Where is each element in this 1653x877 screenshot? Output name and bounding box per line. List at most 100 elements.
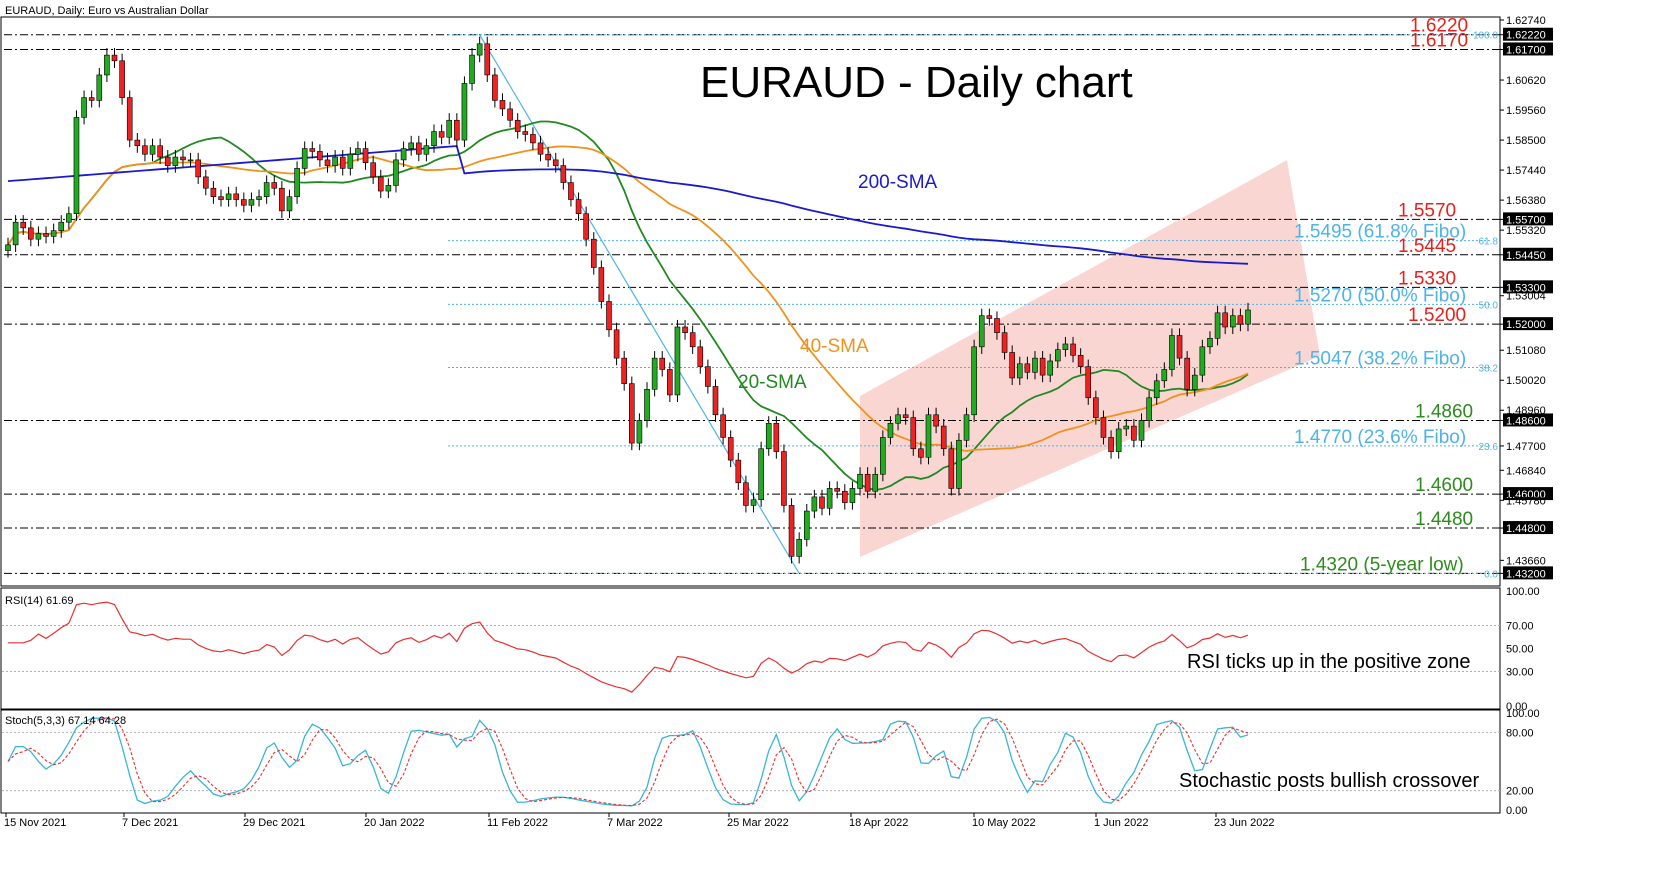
date-tick-label: 11 Feb 2022 bbox=[487, 817, 548, 829]
price-tick-label: 1.48600 bbox=[1506, 415, 1546, 427]
candle-body bbox=[963, 414, 970, 441]
candle-body bbox=[918, 448, 924, 458]
candle-body bbox=[1039, 357, 1046, 376]
candle-body bbox=[583, 213, 589, 240]
candle-body bbox=[575, 199, 582, 215]
candle-body bbox=[948, 448, 955, 489]
rsi-tick-label: 70.00 bbox=[1506, 621, 1534, 633]
candle-body bbox=[1062, 343, 1069, 350]
candle-body bbox=[28, 227, 34, 240]
panel-frame bbox=[0, 709, 1501, 814]
level-label: 1.4860 bbox=[1415, 401, 1473, 422]
candle-body bbox=[423, 145, 430, 155]
candle-body bbox=[705, 366, 711, 387]
sma20-label: 20-SMA bbox=[738, 372, 807, 393]
candle-body bbox=[1153, 380, 1160, 399]
candle-body bbox=[294, 168, 300, 198]
candle-body bbox=[149, 145, 156, 155]
candle-body bbox=[956, 439, 962, 489]
candle-body bbox=[667, 369, 673, 396]
candle-body bbox=[803, 510, 810, 540]
candle-body bbox=[415, 142, 422, 155]
price-tick-label: 1.56380 bbox=[1506, 195, 1546, 207]
price-tick-label: 1.62220 bbox=[1506, 30, 1546, 42]
candle-body bbox=[682, 326, 688, 333]
candle-body bbox=[263, 182, 270, 198]
rsi-line bbox=[8, 601, 1249, 693]
stoch-tick-label: 20.00 bbox=[1506, 786, 1534, 798]
candle-body bbox=[750, 499, 757, 506]
candle-body bbox=[256, 196, 262, 200]
candle-body bbox=[1229, 315, 1236, 328]
candle-body bbox=[590, 238, 597, 268]
candle-body bbox=[1085, 366, 1092, 399]
candle-body bbox=[225, 193, 232, 200]
price-tick-label: 1.46840 bbox=[1506, 465, 1546, 477]
candle-body bbox=[933, 414, 939, 427]
candle-body bbox=[621, 357, 627, 384]
candle-body bbox=[1214, 312, 1221, 339]
candle-body bbox=[1055, 349, 1061, 362]
rsi-panel: 100.00 70.00 50.00 30.00 0.00 bbox=[2, 586, 1540, 713]
candle-body bbox=[377, 176, 384, 192]
candle-body bbox=[248, 199, 255, 206]
price-tick-label: 1.45780 bbox=[1506, 495, 1546, 507]
price-tick-label: 1.60620 bbox=[1506, 75, 1546, 87]
candle-body bbox=[842, 490, 848, 503]
candle-body bbox=[271, 182, 278, 189]
candle-body bbox=[636, 420, 643, 444]
fibo-label: 1.4320 (5-year low) bbox=[1300, 554, 1464, 575]
fibo-percent: 38.2 bbox=[1479, 363, 1499, 374]
candle-body bbox=[880, 437, 886, 475]
candle-body bbox=[492, 74, 498, 101]
date-tick-label: 1 Jun 2022 bbox=[1094, 817, 1148, 829]
stoch-tick-label: 80.00 bbox=[1506, 727, 1534, 739]
sma40-label: 40-SMA bbox=[800, 336, 869, 357]
candle-body bbox=[537, 142, 544, 155]
price-tag-bg bbox=[1503, 413, 1553, 427]
candle-body bbox=[301, 148, 308, 169]
price-tag-bg bbox=[1503, 212, 1553, 226]
candle-body bbox=[552, 159, 559, 166]
candle-body bbox=[1032, 357, 1038, 373]
candle-body bbox=[438, 131, 445, 138]
candle-body bbox=[454, 119, 460, 141]
candle-body bbox=[1024, 363, 1031, 373]
candle-body bbox=[994, 318, 1000, 333]
candle-body bbox=[58, 221, 65, 232]
date-tick-label: 20 Jan 2022 bbox=[364, 817, 425, 829]
sma20-line bbox=[7, 120, 1249, 491]
stochastic-panel: 100.00 80.00 20.00 0.00 bbox=[2, 708, 1540, 817]
price-tick-label: 1.61700 bbox=[1506, 44, 1546, 56]
candle-body bbox=[1108, 437, 1114, 452]
candle-body bbox=[88, 97, 95, 101]
candle-body bbox=[712, 386, 719, 416]
candle-body bbox=[233, 193, 240, 200]
candle-body bbox=[385, 185, 392, 192]
fibo-percent: 61.8 bbox=[1479, 237, 1499, 248]
candle-body bbox=[1100, 417, 1107, 438]
candle-body bbox=[560, 165, 567, 183]
candle-body bbox=[1184, 357, 1190, 390]
fibo-label: 1.5047 (38.2% Fibo) bbox=[1294, 348, 1466, 369]
candle-body bbox=[1222, 312, 1228, 328]
candle-body bbox=[781, 451, 787, 506]
candle-body bbox=[1169, 335, 1175, 370]
candle-body bbox=[651, 357, 658, 390]
price-tag-bg bbox=[1503, 280, 1553, 294]
candle-body bbox=[286, 196, 293, 212]
candle-body bbox=[735, 459, 742, 484]
price-tag-bg bbox=[1503, 317, 1553, 331]
stoch-annotation: Stochastic posts bullish crossover bbox=[1179, 770, 1479, 792]
candle-body bbox=[1123, 425, 1130, 430]
candle-body bbox=[279, 187, 285, 212]
candle-body bbox=[1093, 397, 1099, 418]
sma200-label: 200-SMA bbox=[858, 172, 938, 193]
candle-body bbox=[910, 417, 917, 450]
candle-body bbox=[986, 315, 993, 319]
candle-body bbox=[50, 230, 57, 237]
fibonacci-levels: 100.0 61.8 50.0 38.2 23.6 0.0 bbox=[448, 31, 1499, 580]
candle-body bbox=[180, 156, 186, 161]
price-tick-label: 1.54450 bbox=[1506, 250, 1546, 262]
